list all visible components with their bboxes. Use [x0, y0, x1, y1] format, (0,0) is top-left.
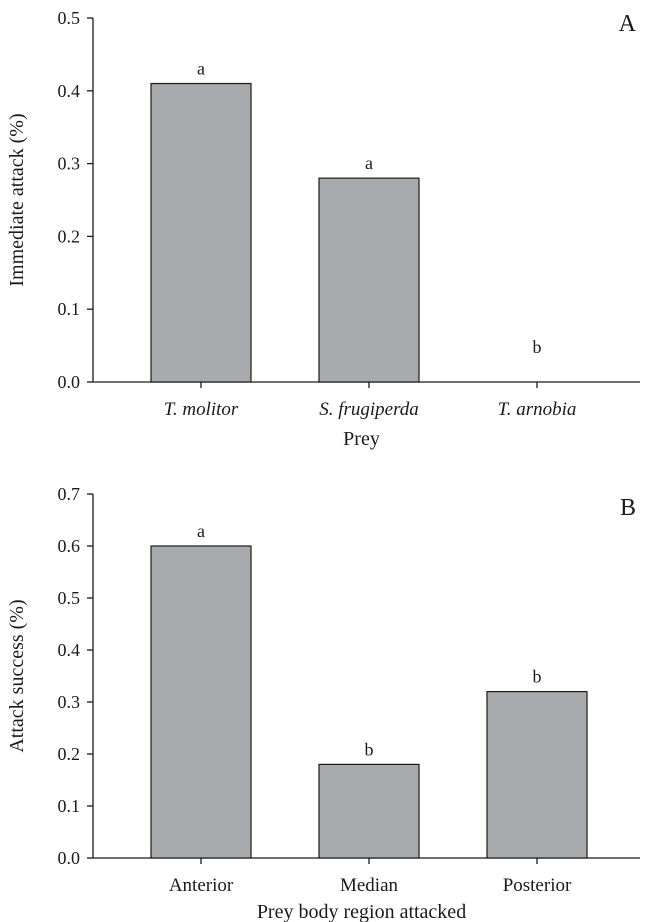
- y-tick-label: 0.7: [58, 484, 81, 504]
- bar: [150, 545, 252, 859]
- y-axis-title: Immediate attack (%): [6, 113, 28, 286]
- y-tick-label: 0.3: [58, 692, 81, 712]
- x-axis-title: Prey body region attacked: [257, 901, 466, 922]
- y-tick-label: 0.0: [58, 848, 81, 868]
- x-tick-label: Anterior: [169, 875, 234, 896]
- significance-letter: b: [533, 337, 542, 357]
- y-axis-title: Attack success (%): [6, 599, 28, 752]
- bar: [318, 177, 420, 383]
- y-tick-label: 0.1: [58, 299, 81, 319]
- x-tick-label: Median: [340, 875, 399, 896]
- y-tick-label: 0.5: [58, 588, 81, 608]
- x-tick-label: Posterior: [503, 875, 572, 896]
- bar: [318, 763, 420, 859]
- x-tick-label: S. frugiperda: [319, 399, 419, 420]
- y-tick-label: 0.3: [58, 154, 81, 174]
- y-tick-label: 0.4: [58, 81, 81, 101]
- y-tick-label: 0.4: [58, 640, 81, 660]
- significance-letter: b: [533, 667, 542, 687]
- panel-label: B: [620, 495, 636, 521]
- panel-label: A: [619, 11, 637, 37]
- significance-letter: b: [365, 739, 374, 759]
- bar: [486, 690, 588, 859]
- bar: [150, 82, 252, 383]
- y-tick-label: 0.6: [58, 536, 81, 556]
- x-tick-label: T. arnobia: [498, 399, 577, 420]
- x-tick-label: T. molitor: [164, 399, 239, 420]
- y-tick-label: 0.1: [58, 796, 81, 816]
- y-tick-label: 0.5: [58, 8, 81, 28]
- significance-letter: a: [197, 59, 205, 79]
- panel-b-chart: 0.0 0.1 0.2 0.3 0.4 0.5 0.6 0.7 Anterior a Median b…: [6, 484, 640, 922]
- x-axis-title: Prey: [343, 428, 380, 450]
- panel-a-chart: 0.0 0.1 0.2 0.3 0.4 0.5 T. molitor a S. frugiper…: [6, 8, 640, 450]
- significance-letter: a: [365, 153, 373, 173]
- significance-letter: a: [197, 521, 205, 541]
- y-tick-label: 0.2: [58, 226, 81, 246]
- y-tick-label: 0.0: [58, 372, 81, 392]
- y-tick-label: 0.2: [58, 744, 81, 764]
